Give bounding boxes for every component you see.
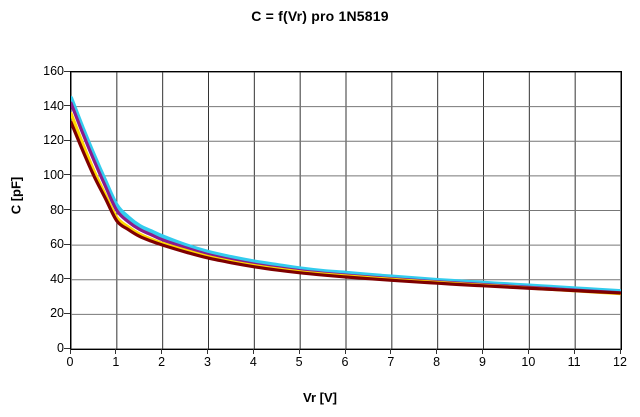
x-tick-label: 6 — [341, 355, 349, 369]
data-series-group — [71, 95, 621, 296]
x-tick-mark — [252, 349, 254, 354]
y-axis-label: C [pF] — [8, 176, 24, 215]
y-tick-label: 100 — [43, 167, 64, 182]
y-tick-label: 40 — [50, 271, 64, 286]
y-tick-label: 20 — [50, 306, 64, 321]
x-tick-mark — [115, 349, 117, 354]
x-tick-label: 0 — [66, 355, 74, 369]
x-tick-mark — [527, 349, 529, 354]
x-tick-mark — [161, 349, 163, 354]
x-tick-mark — [573, 349, 575, 354]
y-tick-label: 160 — [43, 64, 64, 78]
x-axis-label: Vr [V] — [303, 390, 337, 405]
x-tick-label: 11 — [567, 355, 581, 369]
x-tick-label: 10 — [521, 355, 536, 369]
y-tick-label: 120 — [43, 133, 64, 148]
series-line-sample-3 — [71, 120, 621, 295]
x-tick-label: 1 — [112, 355, 120, 369]
x-tick-label: 5 — [295, 355, 303, 369]
x-tick-label: 4 — [249, 355, 257, 369]
y-tick-label: 80 — [50, 202, 64, 217]
x-tick-mark — [207, 349, 208, 354]
x-tick-label: 7 — [387, 355, 395, 369]
plot-svg — [71, 72, 621, 349]
y-tick-label: 140 — [43, 98, 64, 113]
x-tick-label: 8 — [433, 355, 441, 369]
chart-title: C = f(Vr) pro 1N5819 — [251, 8, 389, 24]
x-tick-mark — [69, 349, 71, 354]
x-tick-label: 12 — [613, 355, 627, 369]
x-tick-mark — [482, 349, 483, 354]
x-tick-label: 3 — [204, 355, 211, 369]
x-tick-mark — [298, 349, 300, 354]
x-tick-mark — [390, 349, 392, 354]
x-tick-mark — [344, 349, 346, 354]
x-tick-mark — [436, 349, 438, 354]
x-tick-label: 9 — [479, 355, 486, 369]
y-tick-label: 60 — [50, 237, 64, 252]
plot-area — [70, 71, 622, 350]
series-line-sample-1 — [71, 95, 621, 294]
y-tick-label: 0 — [57, 341, 64, 355]
x-tick-label: 2 — [158, 355, 166, 369]
x-tick-mark — [619, 349, 621, 354]
